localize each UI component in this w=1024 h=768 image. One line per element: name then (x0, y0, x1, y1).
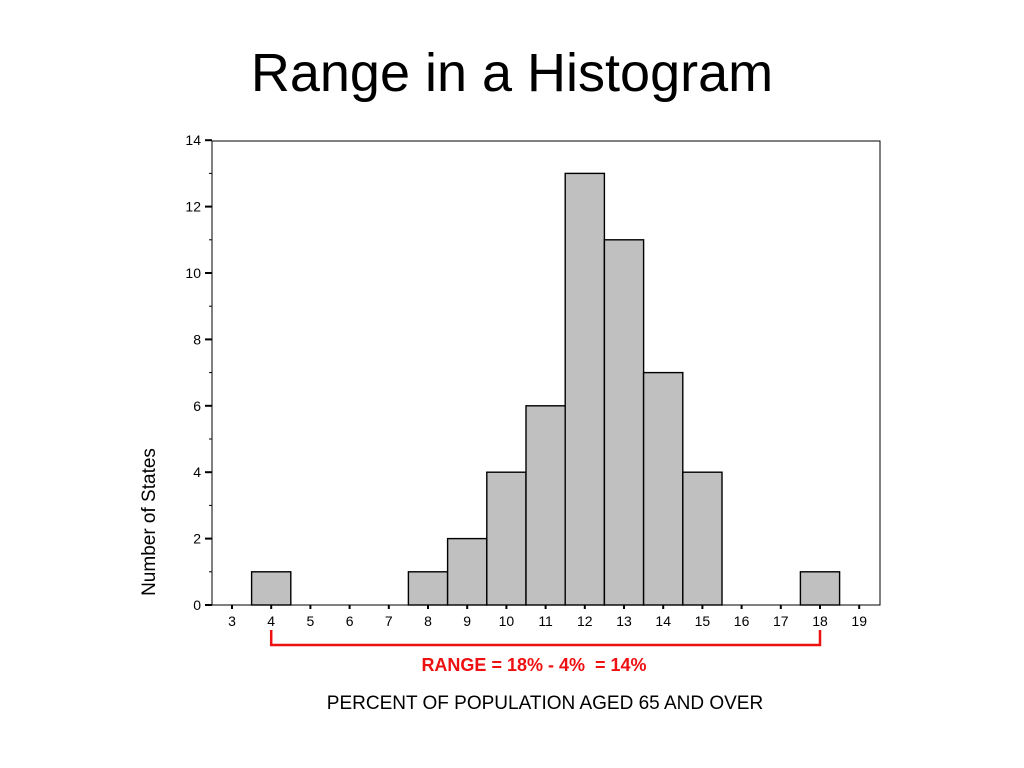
y-tick-label: 12 (185, 199, 201, 215)
y-tick-label: 6 (193, 398, 201, 414)
y-tick-label: 4 (193, 464, 201, 480)
y-axis: 0 2 4 6 8 10 12 14 (185, 132, 212, 613)
histogram-bar (682, 471, 723, 606)
x-tick-label: 18 (812, 613, 828, 629)
x-tick-label: 4 (267, 613, 275, 629)
range-bracket (269, 630, 822, 647)
x-tick-label: 14 (655, 613, 671, 629)
x-tick-label: 13 (616, 613, 632, 629)
x-tick-label: 8 (424, 613, 432, 629)
x-tick-label: 15 (695, 613, 711, 629)
histogram-bar (446, 537, 488, 606)
x-axis-title: PERCENT OF POPULATION AGED 65 AND OVER (327, 693, 763, 714)
histogram-bar (642, 371, 684, 606)
x-axis: 3 4 5 6 7 8 9 10 11 12 13 14 15 16 17 18 19 (228, 605, 867, 629)
range-annotation: RANGE = 18% - 4% = 14% (269, 630, 822, 675)
histogram-bar (564, 172, 606, 606)
range-label: RANGE = 18% - 4% = 14% (421, 655, 646, 675)
histogram-bar (603, 239, 645, 606)
y-axis-title: Number of States (139, 448, 160, 596)
y-tick-label: 8 (193, 331, 201, 347)
x-tick-label: 10 (499, 613, 515, 629)
histogram-bar (525, 405, 566, 606)
slide-title: Range in a Histogram (250, 43, 774, 103)
x-tick-label: 19 (851, 613, 867, 629)
y-tick-label: 10 (185, 265, 201, 281)
x-tick-label: 9 (463, 613, 471, 629)
x-tick-label: 16 (734, 613, 750, 629)
histogram-bar (486, 471, 527, 606)
x-tick-label: 3 (228, 613, 236, 629)
x-tick-label: 17 (773, 613, 789, 629)
y-tick-label: 0 (193, 597, 201, 613)
y-tick-label: 2 (193, 531, 201, 547)
x-tick-label: 12 (577, 613, 593, 629)
histogram-bar (799, 571, 841, 606)
y-tick-label: 14 (185, 132, 201, 148)
x-tick-label: 6 (346, 613, 354, 629)
histogram-bar (250, 571, 292, 606)
x-tick-label: 5 (307, 613, 315, 629)
histogram-bar (407, 571, 449, 606)
x-tick-label: 11 (538, 613, 553, 629)
bars-group (250, 172, 841, 606)
x-tick-label: 7 (385, 613, 393, 629)
